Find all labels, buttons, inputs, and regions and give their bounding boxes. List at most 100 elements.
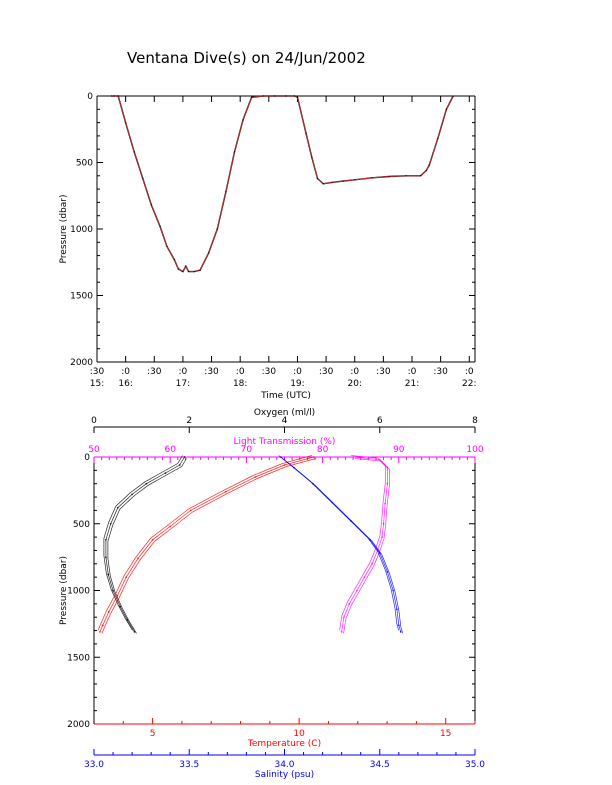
x-tick-hour-label: 15: <box>90 379 104 389</box>
salinity-profile-line <box>280 456 402 632</box>
temperature-profile-point <box>116 595 119 597</box>
profile-y-tick-label: 1500 <box>67 653 90 663</box>
pressure-point <box>125 122 127 124</box>
x-tick-hour-label: 16: <box>118 379 132 389</box>
salinity-profile-point <box>386 571 389 573</box>
salinity-tick-label: 35.0 <box>465 760 485 770</box>
profile-y-tick-label: 500 <box>73 520 90 530</box>
x-tick-minute-label: :0 <box>465 367 474 377</box>
oxygen-profile-point <box>133 631 136 633</box>
pressure-point <box>342 180 344 182</box>
x-tick-hour-label: 17: <box>176 379 190 389</box>
light-profile-point <box>340 631 343 633</box>
pressure-trace-line <box>111 95 454 273</box>
salinity-profile-point <box>399 631 402 633</box>
oxygen-profile-point <box>126 619 129 621</box>
oxygen-profile-point <box>145 482 148 485</box>
light-profile-line <box>341 456 388 632</box>
salinity-profile-point <box>293 466 295 469</box>
x-tick-minute-label: :30 <box>262 367 277 377</box>
light-axis-label: Light Transmission (%) <box>234 437 336 447</box>
x-tick-minute-label: :0 <box>179 367 188 377</box>
x-tick-hour-label: 19: <box>290 379 304 389</box>
chart-title-text: Ventana Dive(s) on 24/Jun/2002 <box>127 49 366 67</box>
oxygen-profile-point <box>164 472 167 474</box>
pressure-point <box>371 177 373 179</box>
oxygen-profile-point <box>109 522 112 525</box>
oxygen-tick-label: 4 <box>282 416 288 426</box>
salinity-profile-point <box>398 624 400 627</box>
pressure-point <box>322 183 324 185</box>
salinity-profile-point <box>369 538 372 541</box>
light-profile-line <box>343 458 390 634</box>
oxygen-profile-point <box>107 573 110 576</box>
pressure-point <box>150 204 153 206</box>
light-tick-label: 50 <box>88 445 100 455</box>
oxygen-profile-point <box>131 493 133 496</box>
oxygen-profile-point <box>117 506 119 509</box>
pressure-point <box>388 175 390 178</box>
pressure-trace-overlay-line <box>111 95 454 273</box>
light-profile-point <box>382 522 385 525</box>
oxygen-profile-line <box>107 458 187 634</box>
light-profile-point <box>343 616 345 618</box>
temperature-profile-point <box>151 538 154 541</box>
x-tick-hour-label: 18: <box>233 379 247 389</box>
salinity-profile-point <box>392 589 394 592</box>
salinity-profile-line <box>278 455 400 631</box>
x-tick-hour-label: 22: <box>462 379 476 389</box>
pressure-point <box>208 252 210 254</box>
temperature-tick-label: 15 <box>440 729 451 739</box>
oxygen-profile-line <box>105 456 185 633</box>
temperature-profile-point <box>137 557 139 560</box>
y-tick-label: 500 <box>76 159 93 169</box>
pressure-point <box>425 169 427 172</box>
light-profile-point <box>381 536 383 538</box>
light-tick-label: 70 <box>241 445 253 455</box>
x-tick-minute-label: :30 <box>204 367 219 377</box>
x-tick-minute-label: :0 <box>121 367 130 377</box>
salinity-profile-point <box>396 608 398 610</box>
pressure-point <box>182 270 184 273</box>
pressure-point <box>242 119 244 121</box>
y-tick-label: 1000 <box>70 225 93 235</box>
temperature-profile-point <box>101 624 104 627</box>
oxygen-tick-label: 8 <box>472 416 478 426</box>
temperature-profile-point <box>254 476 256 478</box>
oxygen-profile-point <box>119 605 121 608</box>
pressure-point <box>293 95 296 97</box>
temperature-profile-point <box>169 525 171 528</box>
profile-y-tick-label: 1000 <box>67 587 90 597</box>
light-tick-label: 90 <box>393 445 405 455</box>
light-profile-point <box>356 589 358 592</box>
light-profile-point <box>386 466 389 469</box>
profile-y-tick-label: 2000 <box>67 720 90 730</box>
temperature-tick-label: 10 <box>293 729 305 739</box>
pressure-point <box>316 177 319 180</box>
pressure-point <box>296 96 299 98</box>
pressure-point <box>405 175 407 177</box>
oxygen-profile-point <box>105 538 107 541</box>
oxygen-profile-point <box>105 556 107 558</box>
temperature-profile-point <box>125 576 128 578</box>
x-axis-label: Time (UTC) <box>260 391 311 401</box>
x-tick-hour-label: 20: <box>347 379 361 389</box>
light-profile-line <box>339 455 386 631</box>
x-tick-minute-label: :0 <box>350 367 359 377</box>
pressure-point <box>233 151 236 153</box>
temperature-profile-line <box>97 455 312 631</box>
salinity-profile-line <box>282 458 404 634</box>
x-tick-minute-label: :30 <box>319 367 334 377</box>
temperature-profile-point <box>107 611 110 613</box>
temperature-profile-line <box>101 458 316 634</box>
pressure-point <box>419 175 422 177</box>
light-tick-label: 100 <box>466 445 483 455</box>
pressure-point <box>173 258 175 261</box>
pressure-point <box>142 177 144 180</box>
light-profile-point <box>363 576 366 578</box>
pressure-point <box>262 95 264 97</box>
salinity-profile-point <box>331 501 333 504</box>
y-axis-label: Pressure (dbar) <box>59 195 69 264</box>
x-tick-minute-label: :0 <box>408 367 417 377</box>
profile-y-tick-label: 0 <box>84 453 90 463</box>
